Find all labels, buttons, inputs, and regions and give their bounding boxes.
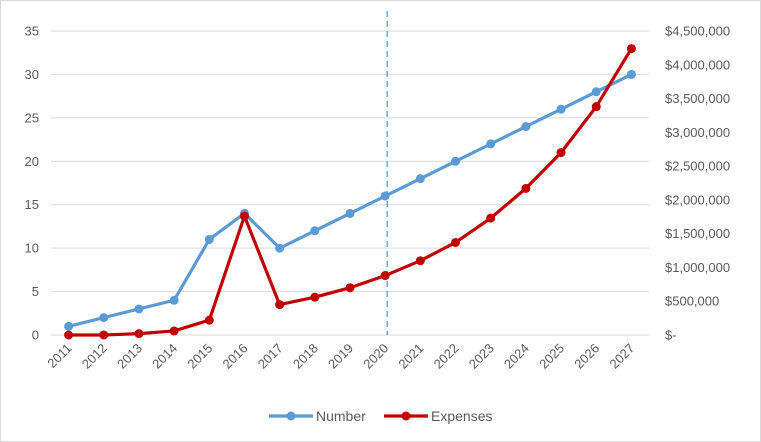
- right-tick-label: $3,500,000: [665, 91, 730, 106]
- legend-swatch-expenses: [384, 411, 428, 421]
- x-tick-label: 2024: [501, 341, 532, 372]
- series-layer: [64, 44, 636, 340]
- x-tick-label: 2026: [571, 341, 602, 372]
- data-point-expenses: [99, 330, 109, 340]
- data-point-expenses: [169, 326, 179, 336]
- data-point-expenses: [134, 329, 144, 339]
- right-tick-label: $2,500,000: [665, 159, 730, 174]
- right-tick-label: $1,500,000: [665, 226, 730, 241]
- data-point-expenses: [451, 237, 461, 247]
- data-point-number: [99, 313, 109, 323]
- legend: Number Expenses: [269, 408, 492, 424]
- data-point-number: [451, 156, 461, 166]
- data-point-number: [345, 208, 355, 218]
- right-tick-label: $3,000,000: [665, 125, 730, 140]
- legend-label-expenses: Expenses: [431, 408, 492, 424]
- data-point-number: [380, 191, 390, 201]
- data-point-number: [626, 69, 636, 79]
- left-tick-label: 25: [25, 110, 39, 125]
- x-tick-label: 2016: [220, 341, 251, 372]
- x-axis: 2011 2012 2013 2014 2015 2016 2017 2018 2019 2020…: [44, 341, 637, 372]
- data-point-expenses: [521, 183, 531, 193]
- gridlines: [51, 30, 649, 336]
- data-point-expenses: [626, 44, 636, 54]
- data-point-number: [486, 139, 496, 149]
- data-point-number: [275, 243, 285, 253]
- left-tick-label: 20: [25, 154, 39, 169]
- x-tick-label: 2019: [325, 341, 356, 372]
- data-point-expenses: [486, 213, 496, 223]
- x-tick-label: 2015: [184, 341, 215, 372]
- data-point-expenses: [556, 148, 566, 158]
- right-axis: $- $500,000 $1,000,000 $1,500,000 $2,000,000…: [665, 24, 730, 343]
- x-tick-label: 2022: [431, 341, 462, 372]
- x-tick-label: 2014: [149, 341, 180, 372]
- legend-label-number: Number: [316, 408, 366, 424]
- x-tick-label: 2027: [606, 341, 637, 372]
- data-point-expenses: [591, 102, 601, 112]
- left-axis: 0 5 10 15 20 25 30 35: [25, 24, 39, 343]
- left-tick-label: 0: [32, 328, 39, 343]
- data-point-expenses: [415, 256, 425, 266]
- data-point-number: [591, 87, 601, 97]
- right-tick-label: $4,000,000: [665, 57, 730, 72]
- x-tick-label: 2020: [360, 341, 391, 372]
- data-point-expenses: [380, 271, 390, 281]
- x-tick-label: 2021: [395, 341, 426, 372]
- data-point-expenses: [239, 211, 249, 221]
- x-tick-label: 2011: [44, 341, 74, 371]
- right-tick-label: $500,000: [665, 294, 719, 309]
- left-tick-label: 15: [25, 197, 39, 212]
- data-point-expenses: [310, 292, 320, 302]
- x-tick-label: 2023: [466, 341, 497, 372]
- data-point-expenses: [64, 330, 74, 340]
- data-point-number: [169, 295, 179, 305]
- right-tick-label: $-: [665, 328, 677, 343]
- right-tick-label: $1,000,000: [665, 260, 730, 275]
- data-point-expenses: [275, 300, 285, 310]
- x-tick-label: 2018: [290, 341, 321, 372]
- legend-swatch-number: [269, 411, 313, 421]
- data-point-number: [556, 104, 566, 114]
- right-tick-label: $4,500,000: [665, 24, 730, 39]
- data-point-number: [521, 122, 531, 132]
- left-tick-label: 30: [25, 67, 39, 82]
- data-point-expenses: [204, 315, 214, 325]
- data-point-number: [64, 321, 74, 331]
- left-tick-label: 35: [25, 24, 39, 39]
- data-point-number: [415, 174, 425, 184]
- data-point-number: [204, 234, 214, 244]
- x-tick-label: 2025: [536, 341, 567, 372]
- right-tick-label: $2,000,000: [665, 192, 730, 207]
- left-tick-label: 10: [25, 241, 39, 256]
- left-tick-label: 5: [32, 284, 39, 299]
- data-point-number: [310, 226, 320, 236]
- x-tick-label: 2017: [255, 341, 286, 372]
- x-tick-label: 2013: [114, 341, 145, 372]
- x-tick-label: 2012: [79, 341, 110, 372]
- data-point-expenses: [345, 283, 355, 293]
- data-point-number: [134, 304, 144, 314]
